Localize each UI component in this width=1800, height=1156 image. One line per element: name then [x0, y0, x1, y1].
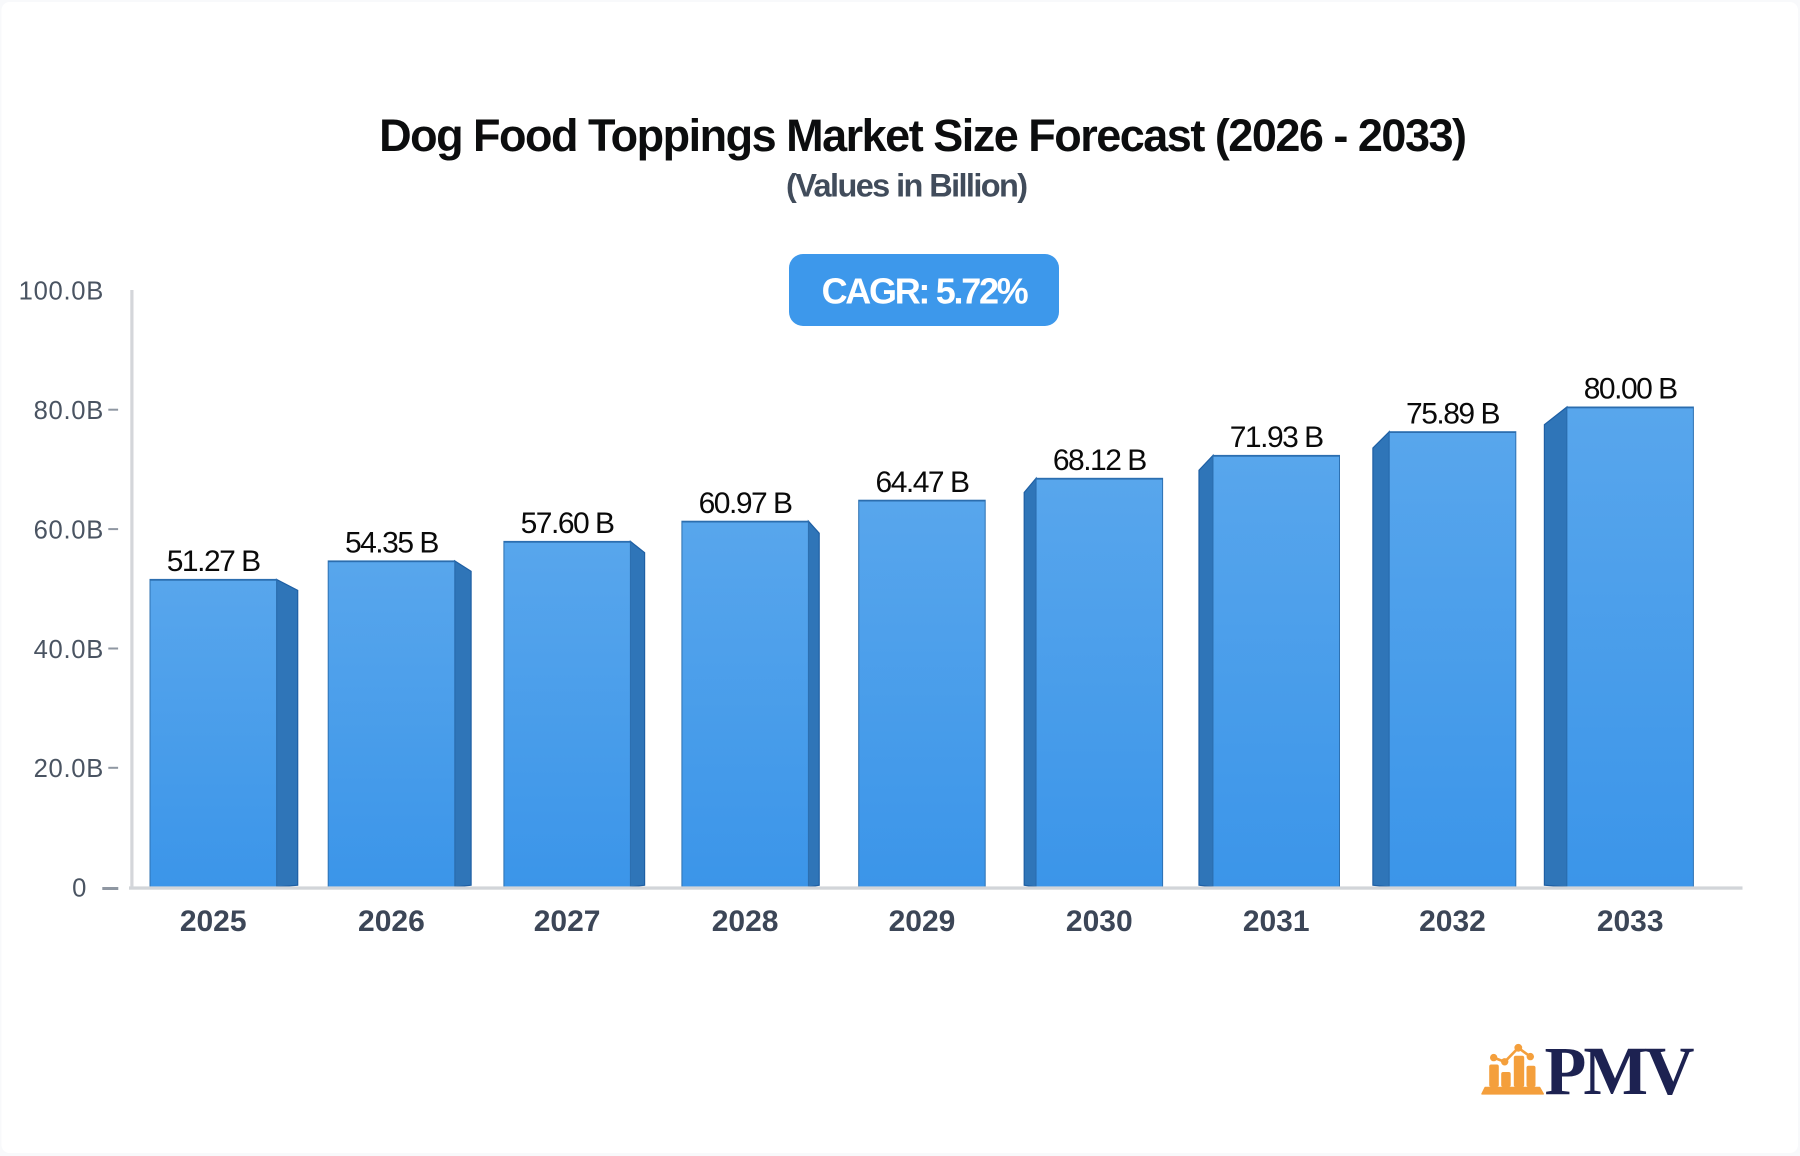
svg-text:60.0B: 60.0B [34, 516, 104, 544]
svg-text:(Values in Billion): (Values in Billion) [786, 168, 1027, 204]
svg-text:2029: 2029 [889, 905, 956, 938]
svg-text:2031: 2031 [1243, 905, 1310, 938]
svg-text:75.89 B: 75.89 B [1406, 397, 1499, 430]
svg-text:40.0B: 40.0B [34, 636, 104, 664]
svg-text:2027: 2027 [534, 905, 601, 938]
svg-text:PMV: PMV [1545, 1033, 1694, 1109]
svg-text:68.12 B: 68.12 B [1053, 444, 1146, 477]
svg-text:2025: 2025 [180, 905, 247, 938]
svg-text:2028: 2028 [712, 905, 779, 938]
svg-text:80.00 B: 80.00 B [1584, 373, 1677, 406]
svg-text:51.27 B: 51.27 B [167, 545, 260, 578]
svg-text:80.0B: 80.0B [34, 397, 104, 425]
svg-text:2030: 2030 [1066, 905, 1133, 938]
svg-text:20.0B: 20.0B [34, 755, 104, 783]
svg-text:64.47 B: 64.47 B [876, 466, 969, 499]
svg-text:2032: 2032 [1419, 905, 1486, 938]
svg-text:57.60 B: 57.60 B [521, 507, 614, 540]
svg-text:0: 0 [72, 874, 86, 902]
svg-text:60.97 B: 60.97 B [699, 487, 792, 520]
svg-text:CAGR: 5.72%: CAGR: 5.72% [822, 271, 1029, 312]
svg-text:100.0B: 100.0B [19, 278, 104, 306]
svg-text:2033: 2033 [1597, 905, 1664, 938]
svg-text:71.93 B: 71.93 B [1230, 421, 1323, 454]
svg-text:Dog Food Toppings Market Size: Dog Food Toppings Market Size Forecast (… [379, 110, 1465, 161]
svg-text:54.35 B: 54.35 B [345, 527, 438, 560]
svg-text:2026: 2026 [358, 905, 425, 938]
